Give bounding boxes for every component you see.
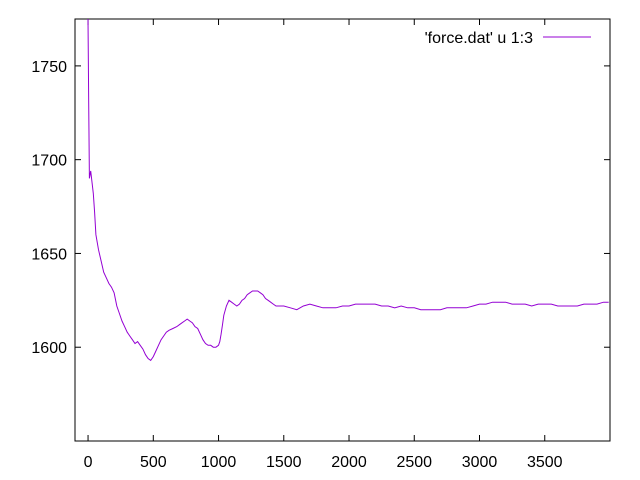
legend-label: 'force.dat' u 1:3 <box>425 30 534 47</box>
y-tick-label: 1600 <box>31 340 67 357</box>
y-axis: 1600 1650 1700 1750 <box>31 59 610 357</box>
legend: 'force.dat' u 1:3 <box>425 30 591 47</box>
x-tick-label: 3500 <box>527 454 563 471</box>
x-tick-label: 0 <box>84 454 93 471</box>
y-tick-label: 1650 <box>31 246 67 263</box>
x-tick-label: 2000 <box>331 454 367 471</box>
y-tick-label: 1700 <box>31 153 67 170</box>
y-tick-label: 1750 <box>31 59 67 76</box>
x-tick-label: 1000 <box>201 454 237 471</box>
x-tick-label: 2500 <box>396 454 432 471</box>
x-axis: 0 500 1000 1500 2000 2500 3000 3500 <box>84 19 563 471</box>
series-line-force <box>87 18 609 362</box>
x-tick-label: 3000 <box>462 454 498 471</box>
x-tick-label: 500 <box>140 454 167 471</box>
plot-frame <box>74 18 611 442</box>
x-tick-label: 1500 <box>266 454 302 471</box>
